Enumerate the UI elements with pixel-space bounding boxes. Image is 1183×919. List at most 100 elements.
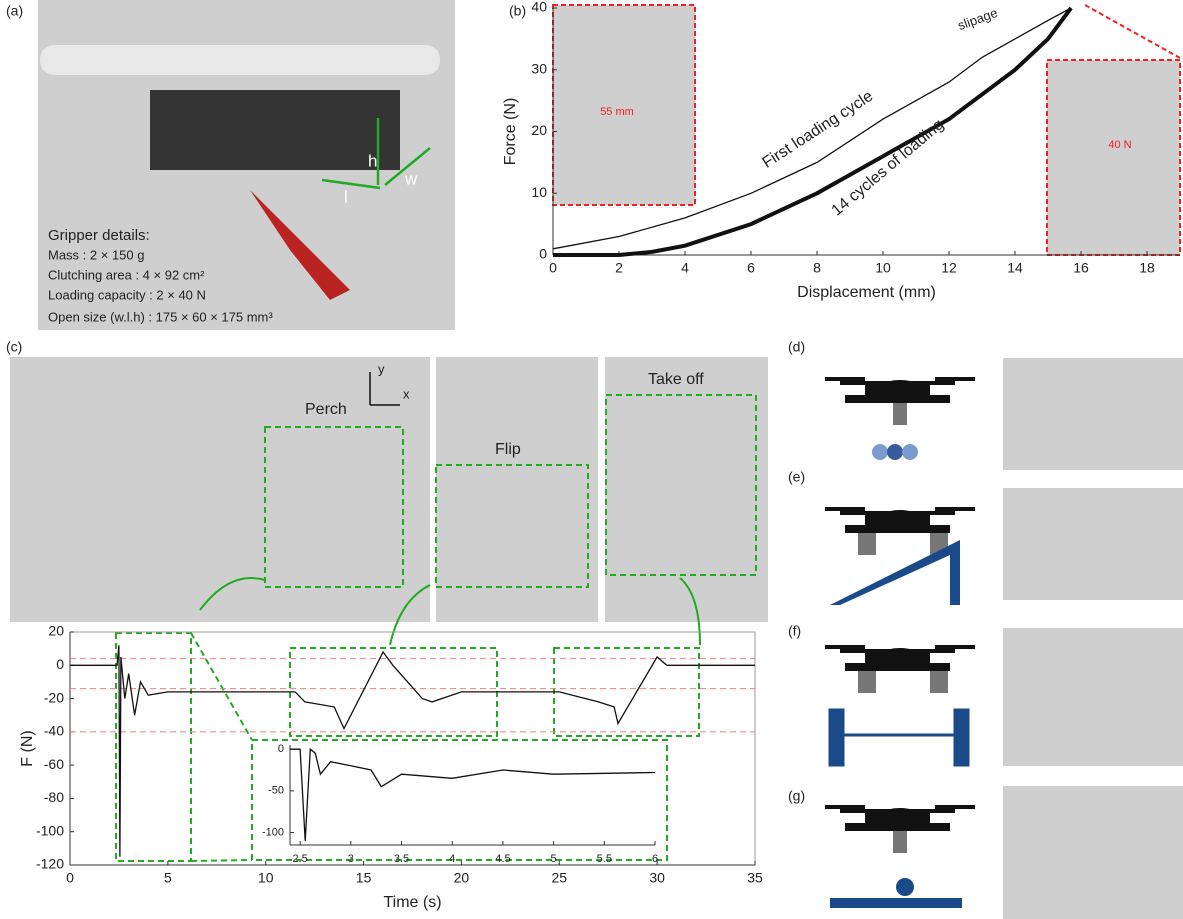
claw — [893, 831, 907, 853]
axis-icon-label: x — [403, 386, 410, 401]
ball — [887, 444, 903, 460]
x-tick-label: 10 — [258, 870, 274, 886]
panel-label: (e) — [788, 469, 805, 485]
photo-g — [1003, 786, 1183, 919]
drone — [840, 510, 955, 533]
gripper-body — [150, 90, 400, 170]
drone — [840, 808, 955, 831]
x-axis-label: Displacement (mm) — [797, 284, 936, 301]
y-tick-label: -120 — [36, 856, 64, 872]
gripper-line: Mass : 2 × 150 g — [48, 247, 144, 262]
x-tick-label: 3 — [348, 853, 354, 865]
photo-e — [1003, 488, 1183, 600]
panel-label: (a) — [6, 3, 23, 19]
x-tick-label: 4 — [681, 260, 689, 276]
photo-d — [1003, 358, 1183, 470]
x-tick-label: 0 — [66, 870, 74, 886]
x-tick-label: 5 — [164, 870, 172, 886]
gripper-line: Clutching area : 4 × 92 cm² — [48, 267, 205, 282]
axis-icon-label: y — [378, 361, 385, 376]
ball — [896, 878, 914, 896]
claw — [893, 403, 907, 425]
x-tick-label: 18 — [1139, 260, 1155, 276]
annotation: 55 mm — [600, 106, 634, 118]
dim-label: w — [404, 169, 418, 188]
x-tick-label: 4 — [449, 853, 455, 865]
panel-label: (g) — [788, 788, 805, 804]
highlight-box — [554, 648, 699, 736]
stage-label: Flip — [495, 441, 521, 458]
x-tick-label: 10 — [875, 260, 891, 276]
y-tick-label: -80 — [44, 789, 64, 805]
panel-label: (c) — [6, 339, 22, 355]
annotation: 40 N — [1108, 139, 1131, 151]
x-tick-label: 5 — [551, 853, 557, 865]
y-tick-label: 0 — [539, 246, 547, 262]
y-tick-label: -60 — [44, 756, 64, 772]
y-tick-label: -20 — [44, 689, 64, 705]
gripper — [858, 671, 876, 693]
y-tick-label: -50 — [268, 785, 284, 797]
photo-flight — [605, 357, 768, 622]
series-line — [290, 749, 655, 841]
y-tick-label: -100 — [262, 826, 284, 838]
x-tick-label: 2 — [615, 260, 623, 276]
x-tick-label: 25 — [551, 870, 567, 886]
photo-f — [1003, 628, 1183, 766]
x-axis-label: Time (s) — [383, 894, 441, 911]
x-tick-label: 30 — [649, 870, 665, 886]
y-tick-label: 20 — [531, 122, 547, 138]
y-tick-label: 20 — [48, 623, 64, 639]
y-tick-label: 0 — [56, 656, 64, 672]
figure: Gripper details: Mass : 2 × 150 g Clutch… — [0, 0, 1183, 919]
gripper-line: Loading capacity : 2 × 40 N — [48, 287, 206, 302]
plot-frame — [70, 632, 755, 865]
x-tick-label: 2.5 — [292, 853, 307, 865]
series-line — [70, 645, 755, 856]
y-tick-label: 30 — [531, 60, 547, 76]
x-tick-label: 20 — [454, 870, 470, 886]
y-axis-label: F (N) — [19, 730, 36, 766]
y-tick-label: 0 — [278, 743, 284, 755]
zoom-line — [191, 633, 252, 861]
panel-label: (b) — [509, 3, 526, 19]
panel-label: (d) — [788, 339, 805, 355]
x-tick-label: 3.5 — [394, 853, 409, 865]
frame — [830, 710, 968, 765]
x-tick-label: 8 — [813, 260, 821, 276]
drone — [840, 648, 955, 671]
slope — [830, 540, 960, 605]
series-label: First loading cycle — [760, 88, 877, 172]
gripper — [930, 671, 948, 693]
ball — [902, 444, 918, 460]
x-tick-label: 4.5 — [495, 853, 510, 865]
y-tick-label: -40 — [44, 723, 64, 739]
gripper — [858, 533, 876, 555]
x-tick-label: 15 — [356, 870, 372, 886]
tube — [40, 45, 440, 75]
annotation: slipage — [956, 5, 1000, 33]
highlight-box — [116, 633, 191, 861]
panel-label: (f) — [788, 623, 801, 639]
x-tick-label: 6 — [652, 853, 658, 865]
y-tick-label: 10 — [531, 184, 547, 200]
gripper-title: Gripper details: — [48, 227, 150, 244]
x-tick-label: 6 — [747, 260, 755, 276]
x-tick-label: 5.5 — [597, 853, 612, 865]
ball — [872, 444, 888, 460]
y-tick-label: -100 — [36, 822, 64, 838]
zoom-line — [1085, 5, 1180, 58]
dim-label: l — [344, 187, 348, 206]
stage-label: Perch — [305, 401, 347, 418]
y-tick-label: 40 — [531, 0, 547, 15]
series-label: 14 cycles of loading — [829, 116, 948, 219]
x-tick-label: 0 — [549, 260, 557, 276]
x-tick-label: 35 — [747, 870, 763, 886]
dim-label: h — [368, 151, 377, 170]
y-axis-label: Force (N) — [502, 98, 519, 166]
stage-label: Take off — [648, 371, 704, 388]
photo-inset — [1047, 60, 1180, 255]
gripper-line: Open size (w.l.h) : 175 × 60 × 175 mm³ — [48, 309, 273, 324]
drone — [840, 380, 955, 403]
photo-flight — [10, 357, 430, 622]
